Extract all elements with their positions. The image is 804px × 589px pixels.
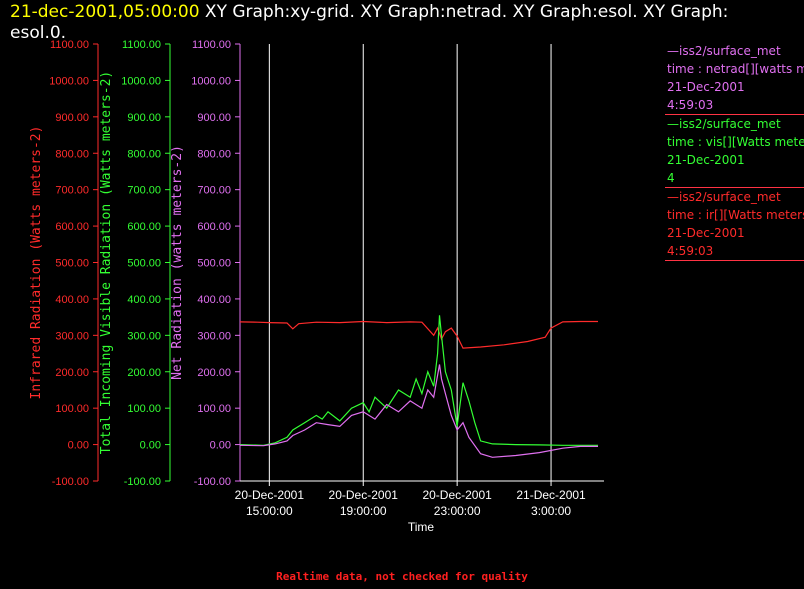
x-tick-label-date-3: 21-Dec-2001 xyxy=(516,488,586,502)
legend: —iss2/surface_met time : netrad[][watts … xyxy=(665,42,804,261)
y-tick-label-ir-10: 100.00 xyxy=(55,403,89,415)
legend-entry-net: —iss2/surface_met time : netrad[][watts … xyxy=(665,42,804,115)
plot-series xyxy=(239,315,598,458)
y-tick-label-vis-3: 800.00 xyxy=(127,148,161,160)
x-axis: 20-Dec-2001 15:00:00 20-Dec-2001 19:00:00 20… xyxy=(235,480,604,534)
y-tick-label-ir-9: 200.00 xyxy=(55,367,89,379)
y-axis-label-ir: Infrared Radiation (Watts meters-2) xyxy=(29,126,44,400)
x-tick-label-date-2: 20-Dec-2001 xyxy=(422,488,492,502)
legend-ir-line3: 21-Dec-2001 xyxy=(667,226,745,240)
y-tick-label-net-8: 300.00 xyxy=(197,330,231,342)
y-tick-label-ir-0: 1100.00 xyxy=(50,39,89,51)
y-tick-label-vis-10: 100.00 xyxy=(127,403,161,415)
x-tick-label-time-1: 19:00:00 xyxy=(340,504,387,518)
y-tick-label-net-2: 900.00 xyxy=(197,112,231,124)
y-tick-label-vis-2: 900.00 xyxy=(127,112,161,124)
series-line-ir xyxy=(239,320,598,349)
title-timestamp: 21-dec-2001,05:00:00 xyxy=(10,2,200,22)
legend-vis-line2: time : vis[][Watts meter xyxy=(667,135,804,149)
y-tick-label-ir-4: 700.00 xyxy=(55,185,89,197)
legend-ir-line1: —iss2/surface_met xyxy=(667,190,781,204)
legend-ir-line4: 4:59:03 xyxy=(667,244,714,258)
legend-net-line1: —iss2/surface_met xyxy=(667,44,781,58)
y-tick-label-ir-12: -100.00 xyxy=(52,476,89,488)
y-tick-label-vis-7: 400.00 xyxy=(127,294,161,306)
legend-ir-line2: time : ir[][Watts meters xyxy=(667,208,804,222)
y-tick-label-ir-1: 1000.00 xyxy=(49,75,89,87)
y-tick-label-net-5: 600.00 xyxy=(197,221,231,233)
y-tick-label-ir-2: 900.00 xyxy=(55,112,89,124)
y-tick-label-vis-9: 200.00 xyxy=(127,367,161,379)
chart-title: 21-dec-2001,05:00:00 XY Graph:xy-grid. X… xyxy=(10,2,770,44)
x-tick-label-time-3: 3:00:00 xyxy=(531,504,571,518)
x-tick-label-time-0: 15:00:00 xyxy=(246,504,293,518)
y-tick-label-net-7: 400.00 xyxy=(197,294,231,306)
y-tick-label-net-11: 0.00 xyxy=(210,440,231,452)
y-tick-label-vis-12: -100.00 xyxy=(124,476,161,488)
y-tick-label-ir-5: 600.00 xyxy=(55,221,89,233)
x-axis-label: Time xyxy=(408,520,435,534)
y-tick-label-vis-11: 0.00 xyxy=(140,440,161,452)
x-tick-label-time-2: 23:00:00 xyxy=(434,504,481,518)
series-line-vis xyxy=(239,315,598,446)
y-tick-label-net-12: -100.00 xyxy=(194,476,231,488)
y-axis-label-net: Net Radiation (watts meters-2) xyxy=(170,145,185,380)
legend-vis-line1: —iss2/surface_met xyxy=(667,117,781,131)
title-text: XY Graph:xy-grid. XY Graph:netrad. XY Gr… xyxy=(10,2,729,43)
series-line-net xyxy=(239,364,598,458)
y-tick-label-ir-8: 300.00 xyxy=(55,330,89,342)
legend-entry-vis: —iss2/surface_met time : vis[][Watts met… xyxy=(665,115,804,188)
legend-vis-line4: 4 xyxy=(667,171,675,185)
y-tick-label-net-3: 800.00 xyxy=(197,148,231,160)
y-tick-label-ir-3: 800.00 xyxy=(55,148,89,160)
legend-net-line4: 4:59:03 xyxy=(667,98,714,112)
legend-vis-line3: 21-Dec-2001 xyxy=(667,153,745,167)
x-tick-label-date-1: 20-Dec-2001 xyxy=(329,488,399,502)
quality-notice: Realtime data, not checked for quality xyxy=(276,570,528,583)
legend-net-line2: time : netrad[][watts me xyxy=(667,62,804,76)
y-tick-label-vis-1: 1000.00 xyxy=(121,75,161,87)
y-tick-label-ir-11: 0.00 xyxy=(68,440,89,452)
y-tick-label-vis-8: 300.00 xyxy=(127,330,161,342)
y-tick-label-ir-6: 500.00 xyxy=(55,258,89,270)
y-tick-label-net-9: 200.00 xyxy=(197,367,231,379)
y-tick-label-vis-5: 600.00 xyxy=(127,221,161,233)
y-tick-label-vis-0: 1100.00 xyxy=(122,39,161,51)
y-tick-label-net-4: 700.00 xyxy=(197,185,231,197)
y-tick-label-net-10: 100.00 xyxy=(197,403,231,415)
grid-lines xyxy=(268,44,552,481)
y-axes: 1100.00 1000.00 900.00 800.00 700.00 600.00 50… xyxy=(29,39,241,488)
y-tick-label-ir-7: 400.00 xyxy=(55,294,89,306)
legend-net-line3: 21-Dec-2001 xyxy=(667,80,745,94)
y-tick-label-vis-4: 700.00 xyxy=(127,185,161,197)
x-tick-label-date-0: 20-Dec-2001 xyxy=(235,488,305,502)
legend-entry-ir: —iss2/surface_met time : ir[][Watts mete… xyxy=(665,188,804,261)
y-tick-label-net-1: 1000.00 xyxy=(191,75,231,87)
y-tick-label-vis-6: 500.00 xyxy=(127,258,161,270)
y-axis-label-vis: Total Incoming Visible Radiation (Watts … xyxy=(99,71,114,455)
y-tick-label-net-0: 1100.00 xyxy=(192,39,231,51)
y-tick-label-net-6: 500.00 xyxy=(197,258,231,270)
